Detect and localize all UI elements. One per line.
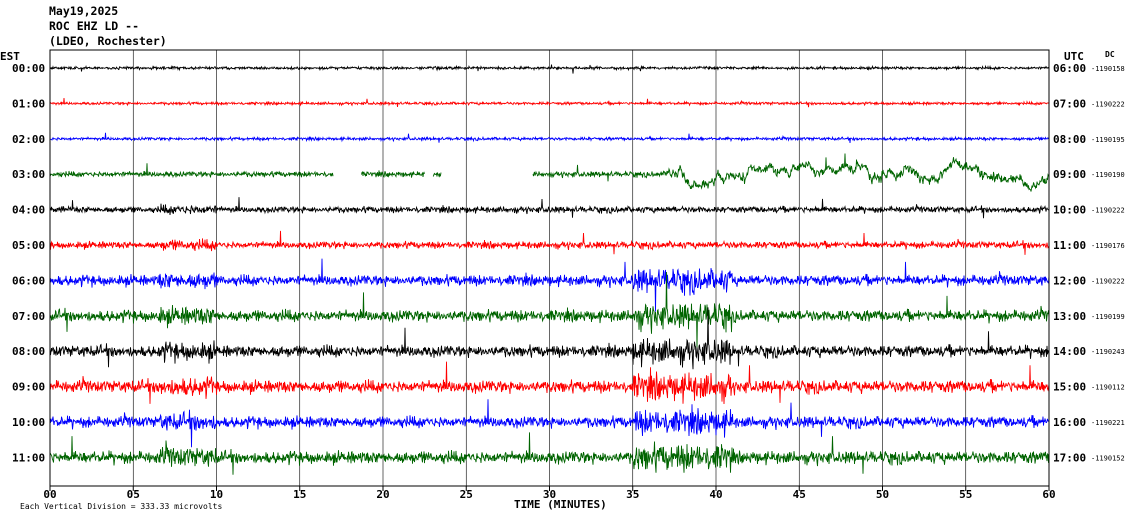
x-axis-title: TIME (MINUTES) xyxy=(514,498,607,511)
dc-offset-label: -1190222 xyxy=(1091,100,1125,108)
trace-hour-0900 xyxy=(49,361,1050,405)
x-tick-label: 35 xyxy=(626,488,639,501)
trace-hour-0100 xyxy=(49,97,1050,108)
dc-offset-label: -1190222 xyxy=(1091,207,1125,215)
dc-offset-label: -1190199 xyxy=(1091,313,1125,321)
trace-hour-0800 xyxy=(49,307,1050,370)
utc-hour-label: 11:00 xyxy=(1053,239,1086,252)
utc-hour-label: 12:00 xyxy=(1053,274,1086,287)
trace-hour-0600 xyxy=(49,258,1050,312)
dc-offset-label: -1190195 xyxy=(1091,136,1125,144)
utc-hour-label: 09:00 xyxy=(1053,168,1086,181)
utc-hour-label: 08:00 xyxy=(1053,133,1086,146)
utc-hour-label: 15:00 xyxy=(1053,381,1086,394)
est-hour-label: 00:00 xyxy=(12,62,45,75)
est-hour-label: 06:00 xyxy=(12,274,45,287)
x-tick-label: 25 xyxy=(460,488,473,501)
dc-offset-label: -1190152 xyxy=(1091,454,1125,462)
utc-hour-label: 07:00 xyxy=(1053,97,1086,110)
x-tick-label: 60 xyxy=(1042,488,1055,501)
utc-hour-label: 06:00 xyxy=(1053,62,1086,75)
est-hour-label: 03:00 xyxy=(12,168,45,181)
trace-hour-0500 xyxy=(49,230,1050,255)
est-hour-label: 09:00 xyxy=(12,381,45,394)
utc-hour-label: 14:00 xyxy=(1053,345,1086,358)
x-tick-label: 15 xyxy=(293,488,306,501)
trace-hour-0200 xyxy=(49,132,1050,143)
dc-offset-label: -1190176 xyxy=(1091,242,1125,250)
utc-hour-label: 13:00 xyxy=(1053,310,1086,323)
x-tick-label: 40 xyxy=(709,488,722,501)
dc-offset-label: -1190112 xyxy=(1091,384,1125,392)
utc-hour-label: 16:00 xyxy=(1053,416,1086,429)
dc-offset-label: -1190222 xyxy=(1091,277,1125,285)
utc-hour-label: 10:00 xyxy=(1053,204,1086,217)
est-hour-label: 05:00 xyxy=(12,239,45,252)
trace-hour-1000 xyxy=(49,399,1049,448)
dc-axis-label: DC xyxy=(1105,50,1115,59)
x-tick-label: 10 xyxy=(210,488,223,501)
est-hour-label: 02:00 xyxy=(12,133,45,146)
scale-note: Each Vertical Division = 333.33 microvol… xyxy=(20,502,222,511)
trace-hour-0700 xyxy=(49,271,1050,350)
x-tick-label: 50 xyxy=(876,488,889,501)
est-hour-label: 07:00 xyxy=(12,310,45,323)
est-hour-label: 11:00 xyxy=(12,451,45,464)
dc-offset-label: -1190158 xyxy=(1091,65,1125,73)
est-hour-label: 08:00 xyxy=(12,345,45,358)
est-hour-label: 04:00 xyxy=(12,204,45,217)
trace-hour-0300 xyxy=(49,153,1050,192)
plot-frame xyxy=(49,49,1050,487)
x-tick-label: 00 xyxy=(43,488,56,501)
frame-layer xyxy=(49,49,1050,487)
dc-offset-label: -1190190 xyxy=(1091,171,1125,179)
trace-hour-0400 xyxy=(49,197,1050,219)
date-label: May19,2025 xyxy=(49,4,119,18)
x-tick-label: 45 xyxy=(793,488,806,501)
dc-offset-label: -1190243 xyxy=(1091,348,1125,356)
utc-hour-label: 17:00 xyxy=(1053,451,1086,464)
est-hour-label: 10:00 xyxy=(12,416,45,429)
x-tick-label: 05 xyxy=(127,488,140,501)
est-hour-label: 01:00 xyxy=(12,97,45,110)
traces-layer xyxy=(49,64,1050,475)
dc-offset-label: -1190221 xyxy=(1091,419,1125,427)
network-label: (LDEO, Rochester) xyxy=(49,34,167,48)
utc-axis-label: UTC xyxy=(1064,50,1084,63)
x-tick-label: 20 xyxy=(376,488,389,501)
labels-layer: EST UTC DC TIME (MINUTES) Each Vertical … xyxy=(0,50,1125,511)
x-tick-label: 55 xyxy=(959,488,972,501)
trace-hour-0000 xyxy=(49,64,1050,74)
station-label: ROC EHZ LD -- xyxy=(49,19,140,33)
trace-hour-1100 xyxy=(49,432,1050,475)
est-axis-label: EST xyxy=(0,50,20,63)
x-tick-label: 30 xyxy=(543,488,556,501)
